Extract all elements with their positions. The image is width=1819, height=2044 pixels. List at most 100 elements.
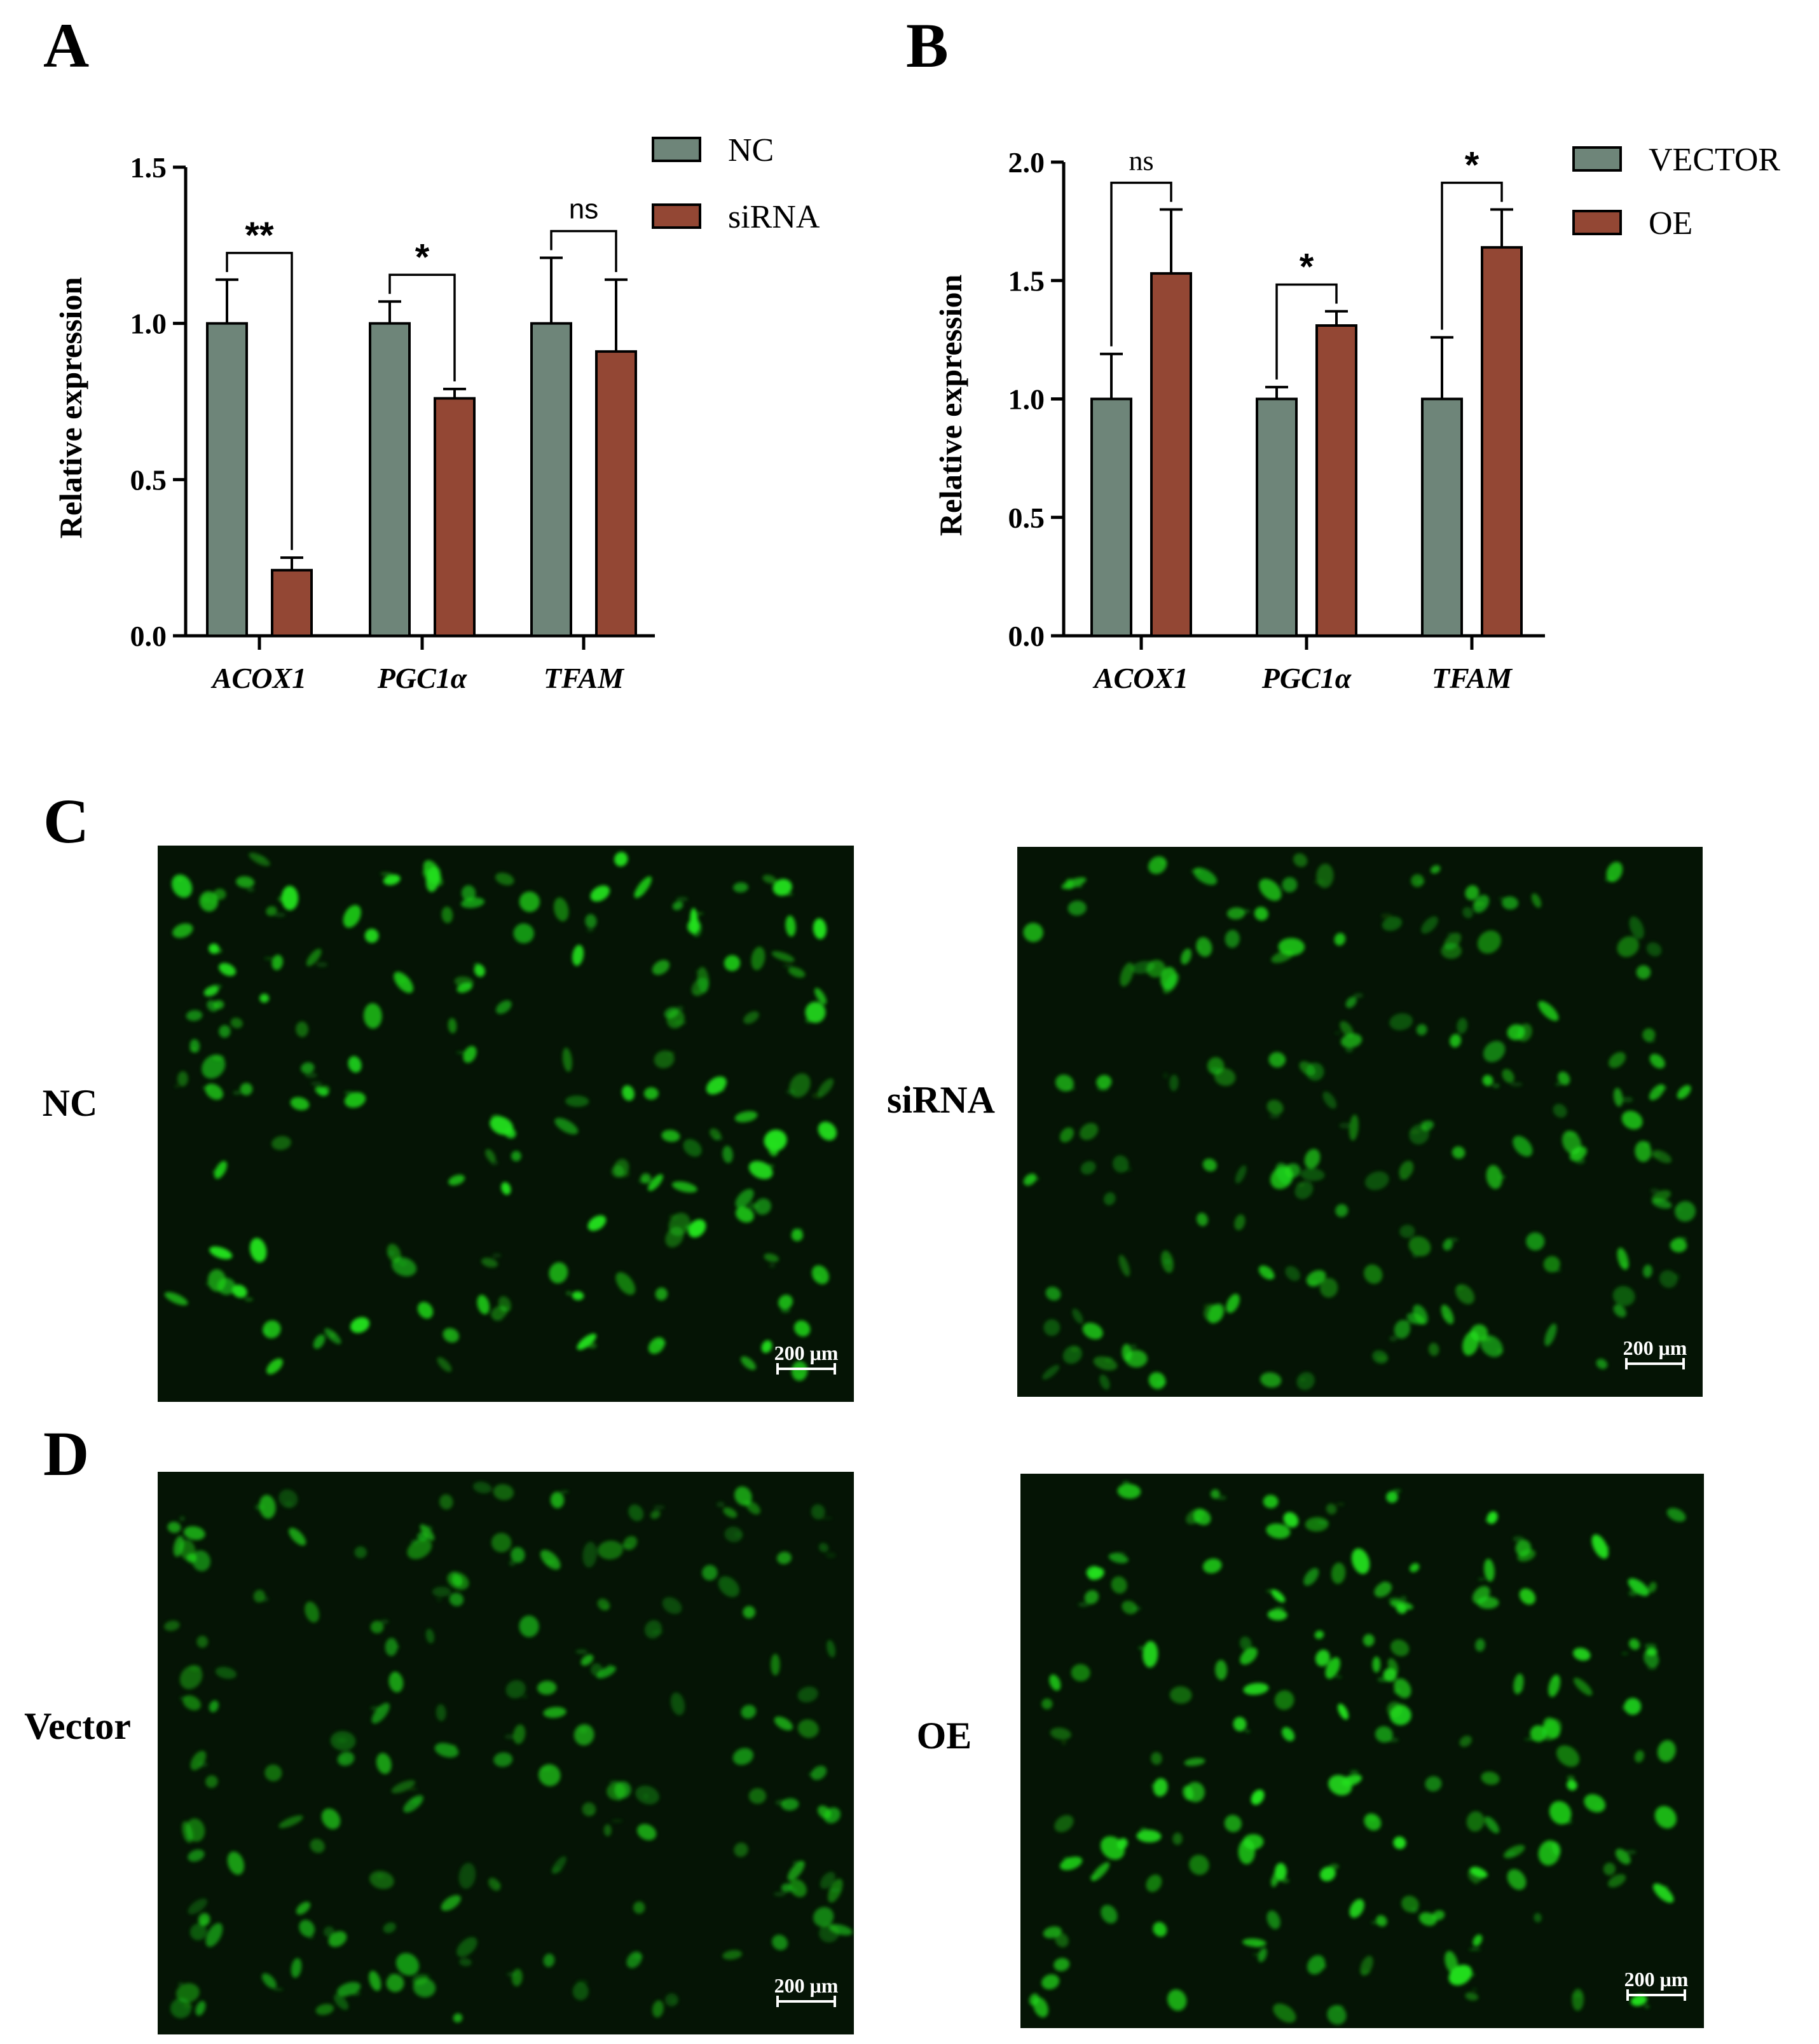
cell <box>1088 1567 1104 1580</box>
cell <box>1534 1912 1542 1923</box>
cell-process <box>459 987 465 993</box>
cell <box>501 1182 511 1195</box>
cell <box>205 1775 218 1788</box>
cell <box>772 1935 788 1951</box>
cell-process <box>668 1214 678 1219</box>
cell-process <box>1270 1877 1277 1884</box>
cell <box>182 1695 201 1711</box>
cell <box>722 1950 743 1960</box>
y-axis-label: Relative expression <box>53 277 88 539</box>
cell <box>385 1638 398 1656</box>
cell <box>230 1017 243 1029</box>
cell <box>1335 1204 1349 1217</box>
cell <box>813 918 827 940</box>
cell <box>723 1507 738 1518</box>
cell <box>481 1258 498 1268</box>
cell <box>813 1907 834 1927</box>
cell <box>771 1654 780 1676</box>
cell <box>179 1665 203 1690</box>
cell-process <box>1078 1602 1090 1607</box>
cell <box>1472 1934 1483 1947</box>
cell <box>587 1215 607 1231</box>
cell-process <box>611 1819 623 1823</box>
cell-process <box>601 1605 610 1609</box>
cell <box>652 2000 664 2018</box>
cell <box>172 923 193 938</box>
cell <box>697 966 710 993</box>
cell-process <box>177 877 184 882</box>
cell <box>1172 1832 1183 1845</box>
cell <box>1260 1372 1282 1388</box>
cell <box>1341 1774 1362 1787</box>
cell <box>1418 1912 1437 1926</box>
bar <box>1481 246 1523 638</box>
cell-process <box>198 1762 209 1767</box>
cell <box>1502 1069 1514 1083</box>
cell-process <box>1478 1577 1485 1581</box>
cell <box>493 1752 513 1767</box>
cell <box>1621 1111 1643 1130</box>
cell <box>271 1135 291 1150</box>
cell-process <box>820 1516 833 1519</box>
cell-process <box>408 1787 418 1791</box>
cell-process <box>713 1135 724 1141</box>
cell-process <box>1389 1335 1397 1342</box>
cell <box>207 1000 218 1012</box>
cell-process <box>1370 1921 1382 1924</box>
cell <box>1300 1168 1325 1181</box>
micrograph-background <box>1017 847 1703 1397</box>
cell <box>1274 1690 1294 1710</box>
cell <box>1538 1840 1560 1866</box>
cell <box>562 1047 572 1072</box>
cell <box>1266 1099 1284 1115</box>
cell <box>451 1574 463 1586</box>
cell <box>788 966 806 978</box>
cell-process <box>1139 1827 1148 1831</box>
cell <box>597 1540 623 1560</box>
cell <box>175 1983 200 2003</box>
cell-process <box>609 1780 621 1784</box>
cell-process <box>493 1317 504 1322</box>
cell-process <box>1443 1314 1449 1319</box>
cell <box>1306 1062 1324 1081</box>
cell <box>448 1018 457 1034</box>
cell <box>1196 937 1212 957</box>
cell <box>266 906 277 916</box>
cell-process <box>588 1811 595 1814</box>
cell <box>1482 1074 1493 1087</box>
cell-process <box>1122 1480 1130 1485</box>
cell <box>1472 1586 1490 1604</box>
cell <box>1584 1794 1606 1813</box>
cell <box>1513 1135 1533 1157</box>
bar-chart-a: 0.0 0.5 1.0 1.5 Relative expression ACOX1 ** PG… <box>53 132 820 694</box>
cell <box>1609 1052 1626 1068</box>
cell-process <box>805 1018 813 1024</box>
cell <box>1643 1265 1652 1278</box>
cell-process <box>1622 1704 1628 1711</box>
cell <box>1613 1304 1626 1317</box>
cell <box>1146 1874 1162 1892</box>
cell <box>818 1542 829 1553</box>
cell-process <box>1387 1737 1399 1743</box>
cell-process <box>233 1090 242 1095</box>
cell <box>1612 1286 1635 1307</box>
cell <box>188 1898 207 1915</box>
legend-swatch <box>1572 210 1622 235</box>
cell <box>1363 1634 1375 1647</box>
cell <box>1642 1028 1656 1042</box>
cell-process <box>1621 1652 1629 1655</box>
cell <box>690 919 702 937</box>
cell-process <box>506 1972 518 1977</box>
cell <box>1181 949 1191 965</box>
cell-process <box>566 1291 572 1296</box>
cell-process <box>1381 1581 1388 1584</box>
cell-process <box>1563 1819 1572 1825</box>
cell <box>383 1922 396 1933</box>
cell-process <box>1409 1129 1420 1135</box>
cell-process <box>387 1250 395 1256</box>
cell <box>543 1706 566 1718</box>
cell <box>1117 1483 1141 1499</box>
cell-process <box>769 1263 776 1268</box>
cell-process <box>1308 1281 1320 1288</box>
cell <box>818 1121 837 1141</box>
